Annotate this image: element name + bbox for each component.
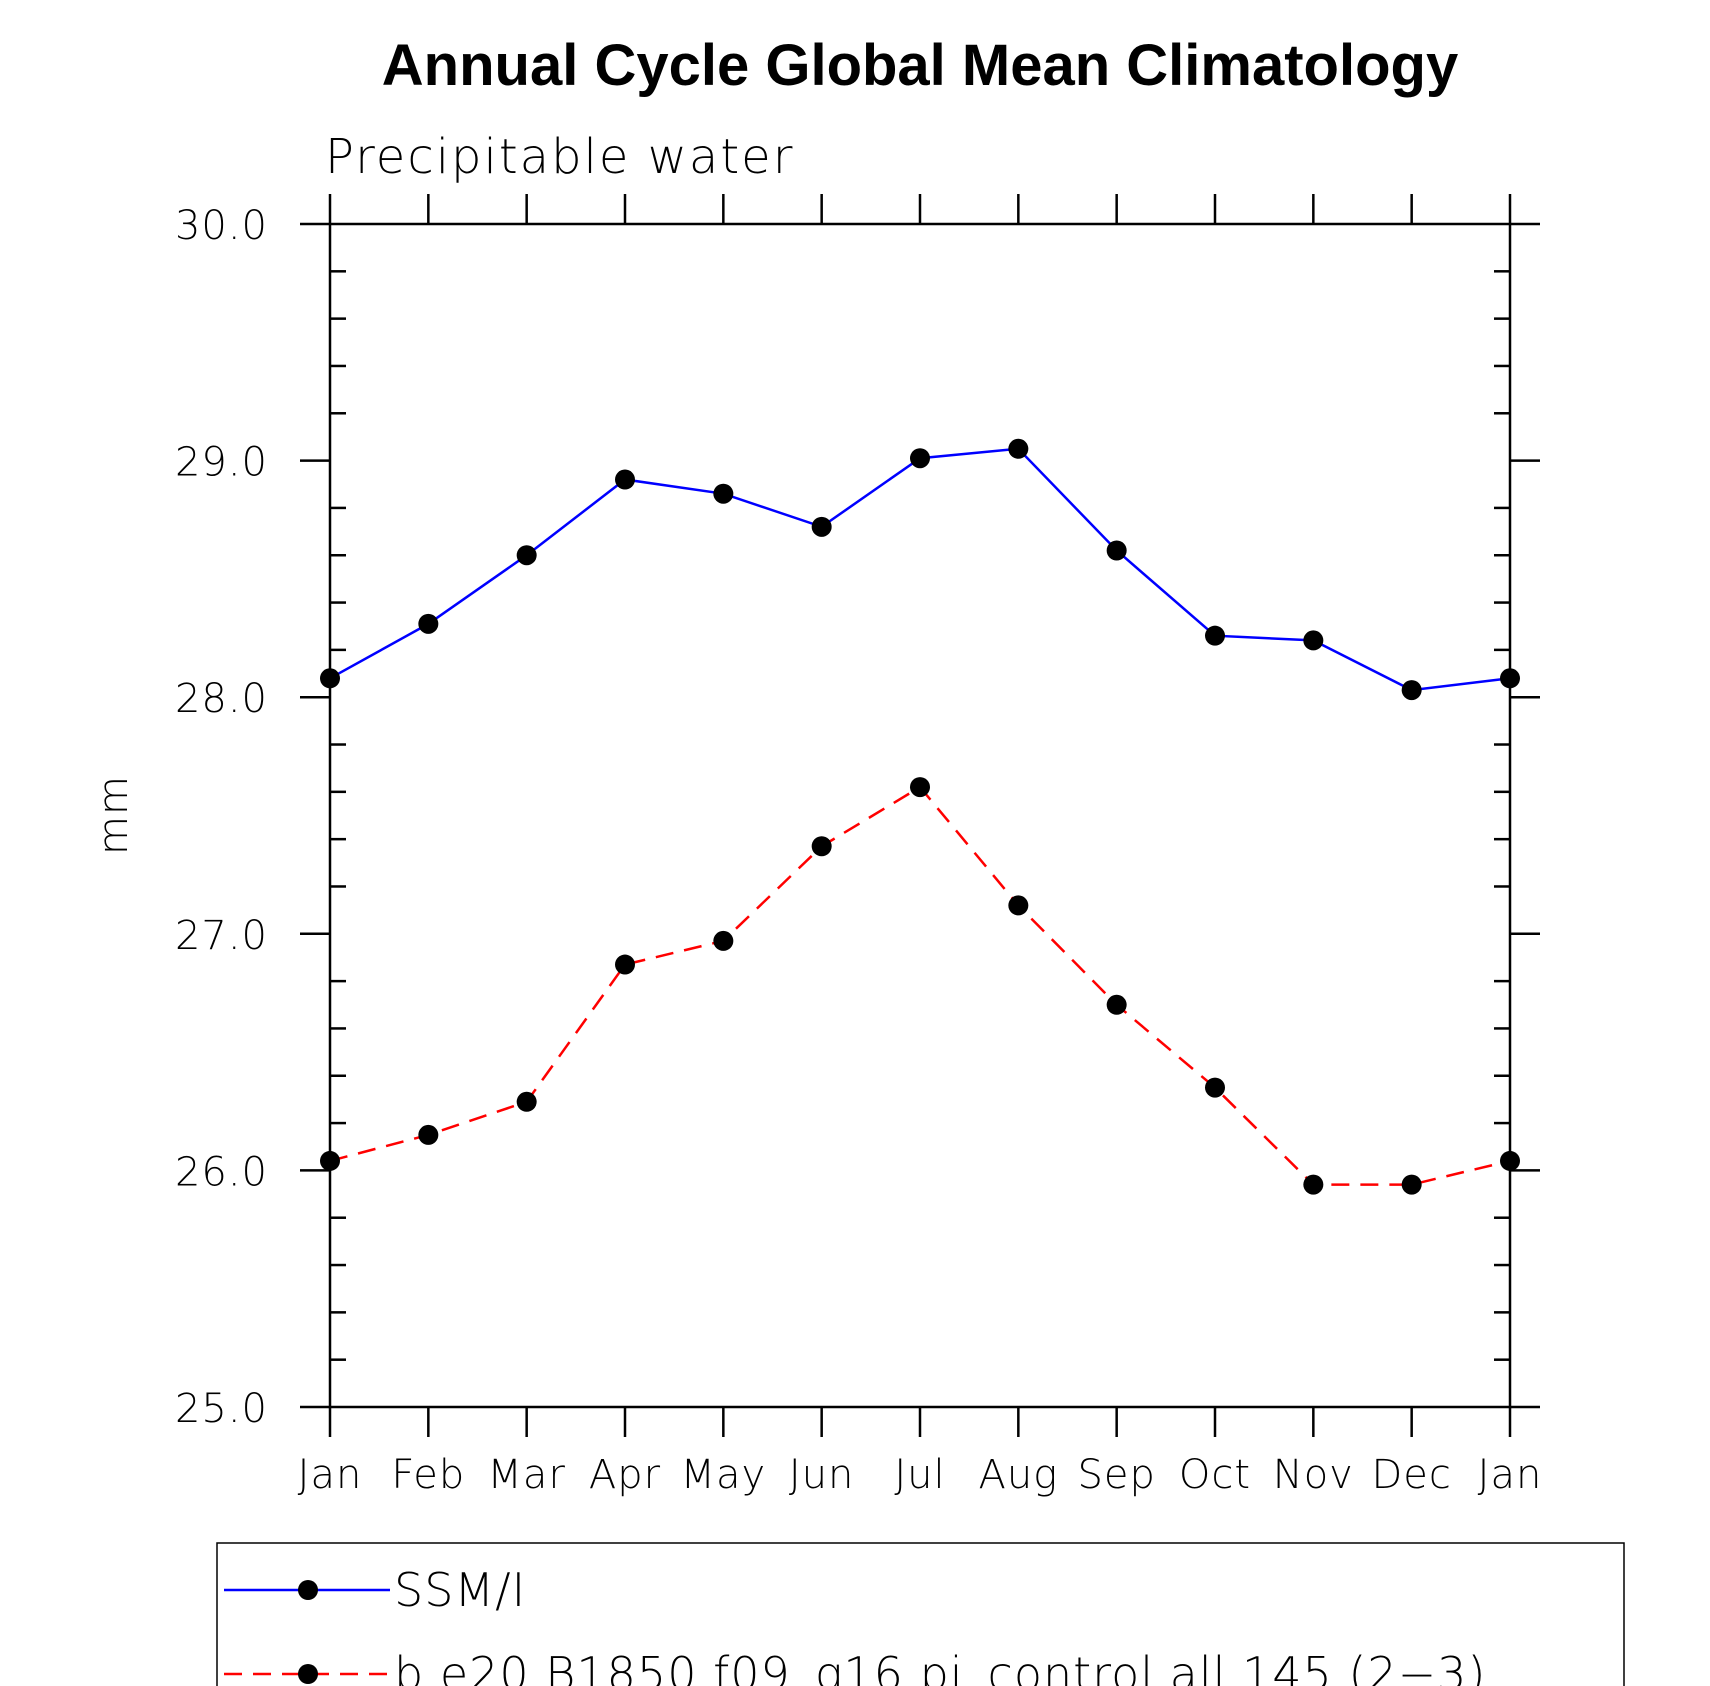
ssmi-point-feb <box>418 613 439 634</box>
ssmi-point-may <box>713 483 734 504</box>
x-tick-label: Oct <box>1179 1452 1251 1498</box>
model-point-jun <box>811 836 832 857</box>
ssmi-point-nov <box>1303 630 1324 651</box>
x-tick-label: Sep <box>1077 1452 1155 1498</box>
legend-label-ssmi: SSM/I <box>394 1563 526 1617</box>
ssmi-point-oct <box>1205 625 1225 646</box>
model-point-oct <box>1205 1077 1225 1098</box>
x-tick-label: Feb <box>391 1452 465 1498</box>
ssmi-point-dec <box>1401 680 1422 701</box>
series-line-ssmi <box>329 447 1511 692</box>
model-point-nov <box>1303 1174 1324 1195</box>
y-axis-label: mm <box>91 775 137 855</box>
y-tick-label: 30.0 <box>175 203 268 249</box>
series-lines <box>329 447 1511 1186</box>
ssmi-point-sep <box>1106 540 1127 561</box>
model-point-mar <box>516 1091 537 1112</box>
legend-marker-ssmi <box>298 1580 318 1600</box>
x-tick-label: Dec <box>1371 1452 1451 1498</box>
model-point-feb <box>418 1124 439 1145</box>
legend-label-model: b.e20.B1850.f09_g16.pi_control.all.145 (… <box>394 1647 1486 1686</box>
y-minor-ticks <box>330 270 1510 1361</box>
model-point-sep <box>1106 994 1127 1015</box>
y-tick-labels: 25.0 26.0 27.0 28.0 29.0 30.0 <box>175 203 268 1432</box>
x-tick-label: Apr <box>589 1452 661 1498</box>
x-tick-label: Aug <box>978 1452 1058 1498</box>
axis-major-ticks <box>300 194 1540 1437</box>
chart-title: Annual Cycle Global Mean Climatology <box>382 33 1458 98</box>
series-line-model <box>329 785 1511 1186</box>
y-tick-label: 25.0 <box>175 1386 268 1432</box>
x-tick-label: Jan <box>298 1452 363 1498</box>
x-tick-label: Jun <box>789 1452 855 1498</box>
model-point-dec <box>1401 1174 1422 1195</box>
x-tick-label: May <box>680 1452 766 1498</box>
legend-box <box>216 1542 1625 1686</box>
ssmi-point-jul <box>910 448 930 469</box>
y-tick-label: 26.0 <box>175 1149 268 1195</box>
plot-frame <box>328 222 1512 1409</box>
legend-marker-model <box>298 1664 318 1684</box>
model-point-may <box>713 930 734 951</box>
y-tick-label: 27.0 <box>175 913 268 959</box>
legend: SSM/I b.e20.B1850.f09_g16.pi_control.all… <box>216 1542 1625 1686</box>
y-tick-label: 28.0 <box>175 676 268 722</box>
y-tick-label: 29.0 <box>175 440 268 486</box>
ssmi-point-apr <box>615 469 635 490</box>
model-point-apr <box>615 954 635 975</box>
x-tick-label: Jan <box>1478 1452 1543 1498</box>
x-tick-label: Nov <box>1273 1452 1354 1498</box>
model-point-jul <box>910 777 930 798</box>
ssmi-point-aug <box>1008 438 1029 459</box>
x-tick-label: Jul <box>894 1452 945 1498</box>
series-markers <box>320 438 1520 1195</box>
model-point-aug <box>1008 895 1029 916</box>
ssmi-point-mar <box>516 545 537 566</box>
x-tick-labels: Jan Feb Mar Apr May Jun Jul Aug Sep Oct Nov Dec Jan <box>298 1452 1543 1498</box>
chart-subtitle: Precipitable water <box>325 129 794 185</box>
ssmi-point-jun <box>811 516 832 537</box>
x-tick-label: Mar <box>487 1452 565 1498</box>
